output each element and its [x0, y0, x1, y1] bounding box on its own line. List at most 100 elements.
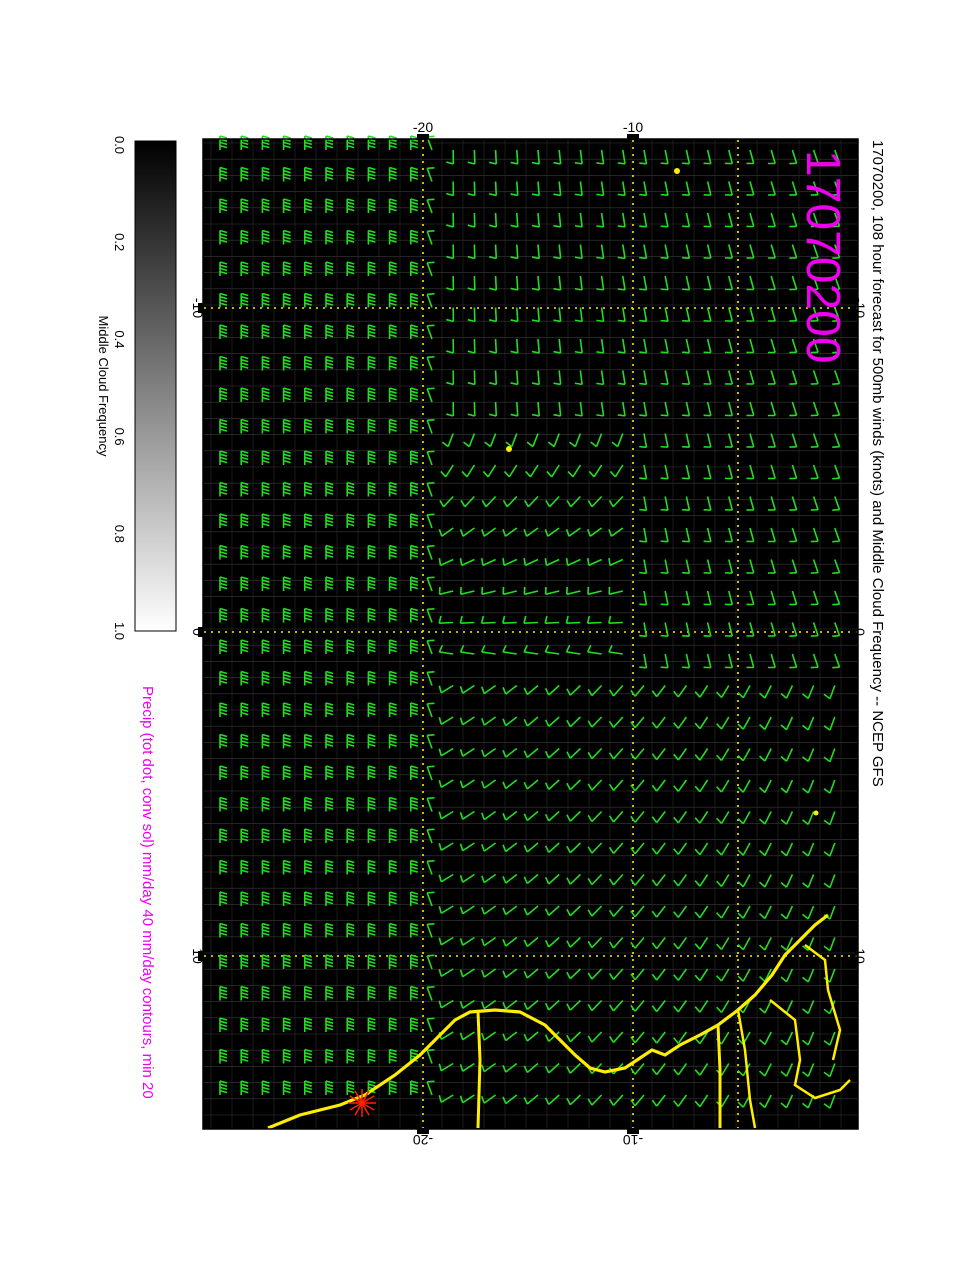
- wind-barb-feather: [304, 201, 313, 205]
- wind-barb-feather: [467, 224, 476, 228]
- wind-barb-staff: [506, 495, 518, 508]
- wind-barb: [367, 261, 376, 276]
- wind-barb: [703, 401, 712, 417]
- wind-barb: [282, 292, 291, 308]
- wind-barb-feather: [283, 421, 291, 426]
- wind-barb-staff: [742, 842, 751, 856]
- wind-barb: [810, 307, 819, 322]
- wind-barb: [367, 229, 376, 245]
- wind-barb-feather: [767, 383, 776, 385]
- wind-barb: [823, 1031, 836, 1046]
- wind-barb: [219, 576, 228, 591]
- wind-barb-feather: [283, 229, 291, 234]
- wind-barb-feather: [262, 453, 270, 457]
- wind-barb-staff: [508, 464, 518, 478]
- wind-barb-feather: [346, 992, 355, 996]
- wind-barb: [388, 450, 397, 465]
- wind-barb-feather: [368, 796, 376, 801]
- wind-barb-staff: [569, 779, 581, 791]
- wind-barb-staff: [643, 149, 648, 164]
- wind-barb: [261, 859, 270, 875]
- wind-barb: [346, 513, 355, 528]
- wind-barb-staff: [558, 149, 562, 165]
- wind-barb-feather: [304, 1089, 313, 1094]
- wind-barb-feather: [484, 441, 492, 448]
- wind-barb-feather: [304, 198, 313, 202]
- wind-barb: [303, 355, 313, 371]
- wind-barb: [240, 1017, 249, 1032]
- wind-barb-staff: [699, 842, 709, 856]
- wind-barb-feather: [262, 900, 270, 905]
- wind-barb: [219, 355, 228, 371]
- wind-barb-feather: [609, 470, 616, 478]
- wind-barb-feather: [346, 610, 355, 615]
- wind-barb-feather: [368, 365, 376, 369]
- wind-barb-feather: [240, 425, 249, 429]
- wind-barb-feather: [219, 484, 228, 489]
- wind-barb-feather: [410, 302, 419, 306]
- wind-barb-feather: [283, 617, 291, 621]
- wind-barb-feather: [219, 922, 228, 927]
- wind-barb-feather: [262, 166, 270, 171]
- wind-barb-feather: [459, 586, 462, 595]
- wind-barb-staff: [664, 464, 669, 479]
- wind-barb-feather: [325, 204, 334, 209]
- wind-barb-staff: [643, 370, 648, 385]
- wind-barb: [367, 544, 376, 560]
- wind-barb: [574, 401, 583, 417]
- wind-barb-feather: [523, 781, 528, 790]
- wind-barb-staff: [770, 307, 776, 322]
- wind-barb-feather: [553, 224, 561, 228]
- wind-barb-feather: [283, 929, 291, 933]
- wind-barb-staff: [600, 275, 605, 290]
- wind-barb-feather: [630, 1004, 636, 1012]
- wind-barb-feather: [262, 1058, 270, 1062]
- wind-barb-feather: [789, 572, 797, 574]
- wind-barb-feather: [240, 1017, 249, 1021]
- wind-barb-staff: [791, 401, 798, 416]
- wind-barb-feather: [780, 818, 788, 825]
- wind-barb-staff: [609, 590, 623, 596]
- wind-barb: [544, 936, 560, 948]
- wind-barb-feather: [802, 882, 809, 889]
- wind-barb-feather: [368, 169, 376, 174]
- wind-barb-feather: [325, 1058, 334, 1062]
- wind-barb-feather: [389, 204, 397, 209]
- wind-barb-feather: [596, 193, 604, 197]
- wind-barb-feather: [410, 869, 419, 873]
- wind-barb-feather: [283, 513, 291, 517]
- wind-barb-feather: [325, 1020, 334, 1024]
- wind-barb-feather: [262, 267, 270, 272]
- wind-barb-feather: [325, 743, 334, 747]
- wind-barb-staff: [664, 527, 669, 542]
- wind-barb-feather: [283, 484, 291, 489]
- wind-barb-feather: [523, 529, 528, 537]
- wind-barb: [438, 810, 454, 820]
- wind-barb-feather: [283, 232, 291, 237]
- wind-barb-feather: [566, 500, 572, 508]
- wind-barb-feather: [596, 351, 604, 354]
- wind-barb-feather: [410, 450, 419, 454]
- wind-barb: [746, 622, 755, 637]
- wind-barb-feather: [459, 1001, 464, 1009]
- wind-barb-feather: [219, 929, 228, 933]
- wind-barb: [426, 576, 435, 592]
- wind-barb: [240, 166, 249, 182]
- wind-barb: [789, 307, 798, 322]
- wind-barb: [651, 685, 666, 698]
- wind-barb-feather: [780, 1102, 788, 1109]
- wind-barb: [617, 370, 626, 386]
- wind-barb-feather: [427, 356, 435, 359]
- wind-barb: [467, 212, 476, 228]
- wind-barb-feather: [283, 236, 291, 240]
- wind-barb-feather: [389, 992, 397, 996]
- wind-barb-feather: [780, 976, 788, 983]
- wind-barb: [673, 937, 688, 950]
- wind-barb: [467, 149, 476, 165]
- wind-barb-feather: [630, 973, 636, 981]
- wind-barb-feather: [587, 529, 591, 537]
- wind-barb-staff: [426, 420, 433, 434]
- wind-barb-feather: [368, 425, 376, 429]
- wind-barb-feather: [304, 736, 313, 741]
- wind-barb-feather: [262, 831, 270, 835]
